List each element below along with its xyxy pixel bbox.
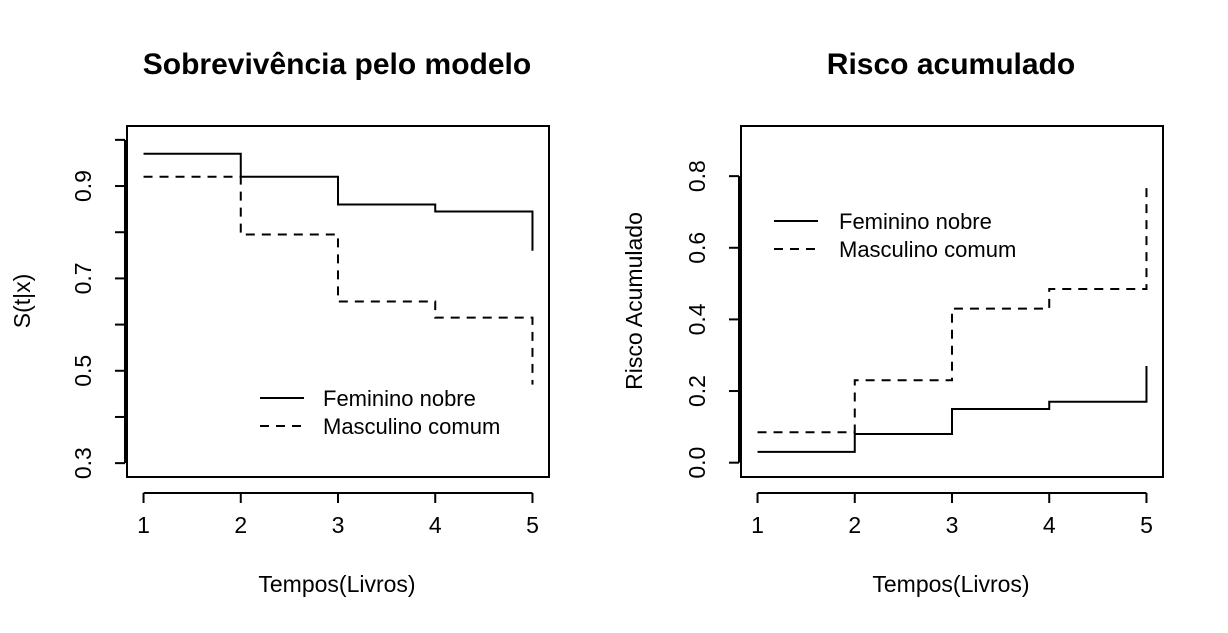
legend: Feminino nobre Masculino comum	[774, 209, 1016, 262]
y-tick-label: 0.4	[684, 303, 710, 335]
x-tick-label: 5	[1140, 512, 1153, 538]
x-tick-label: 1	[751, 512, 764, 538]
plot-frame	[740, 125, 1164, 478]
x-axis-label: Tempos(Livros)	[872, 571, 1029, 597]
x-tick-label: 3	[946, 512, 959, 538]
chart-title: Risco acumulado	[827, 48, 1075, 81]
y-tick-label: 0.6	[684, 232, 710, 264]
legend-label: Feminino nobre	[323, 386, 476, 411]
y-tick-label: 0.2	[684, 375, 710, 407]
x-axis: 1 2 3 4 5	[751, 492, 1153, 538]
y-tick-label: 0.0	[684, 447, 710, 479]
y-axis: 0.3 0.5 0.7 0.9	[70, 138, 126, 479]
series-group	[143, 152, 534, 385]
x-tick-label: 2	[848, 512, 861, 538]
x-axis: 1 2 3 4 5	[137, 492, 539, 538]
y-tick-label: 0.9	[70, 170, 96, 202]
y-tick-label: 0.5	[70, 355, 96, 387]
legend: Feminino nobre Masculino comum	[260, 386, 500, 439]
y-tick-label: 0.3	[70, 447, 96, 479]
series-line-solid	[143, 152, 534, 251]
series-line-solid	[757, 365, 1148, 453]
plot-frame	[126, 125, 550, 478]
cumulative-risk-chart-panel: Risco acumulado 1 2 3 4 5 0.0 0.2 0.4 0.6 0.8 Fe…	[621, 48, 1164, 597]
y-tick-label: 0.7	[70, 262, 96, 294]
x-tick-label: 3	[332, 512, 345, 538]
legend-label: Masculino comum	[839, 237, 1016, 262]
y-axis-label: Risco Acumulado	[621, 212, 647, 390]
x-tick-label: 4	[429, 512, 442, 538]
y-axis: 0.0 0.2 0.4 0.6 0.8	[684, 160, 740, 479]
series-line-dashed	[757, 181, 1148, 434]
chart-title: Sobrevivência pelo modelo	[143, 48, 531, 81]
legend-label: Masculino comum	[323, 414, 500, 439]
series-line-dashed	[143, 175, 534, 385]
y-tick-label: 0.8	[684, 160, 710, 192]
series-group	[757, 181, 1148, 453]
x-tick-label: 5	[526, 512, 539, 538]
y-axis-label: S(t|x)	[9, 274, 35, 329]
x-tick-label: 4	[1043, 512, 1056, 538]
x-tick-label: 1	[137, 512, 150, 538]
x-axis-label: Tempos(Livros)	[258, 571, 415, 597]
x-tick-label: 2	[234, 512, 247, 538]
legend-label: Feminino nobre	[839, 209, 992, 234]
